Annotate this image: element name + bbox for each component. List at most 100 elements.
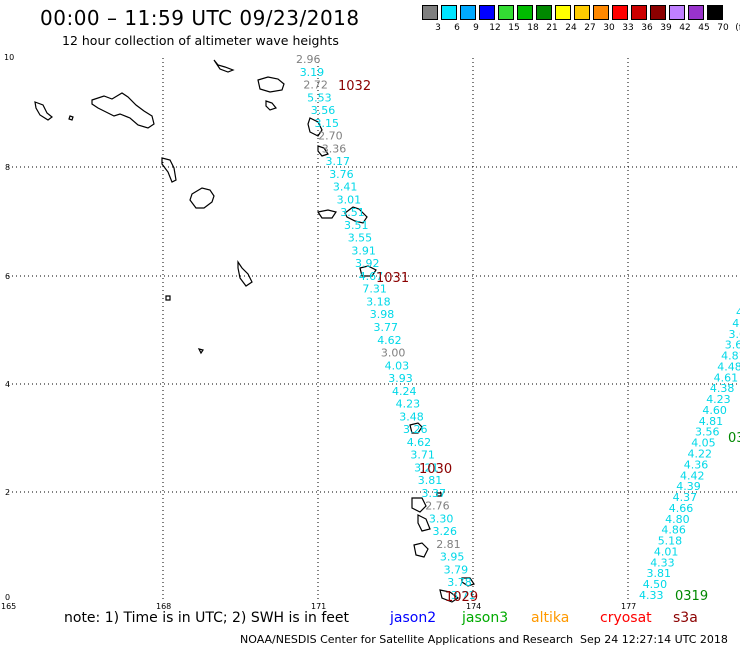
legend-label: 12 — [489, 23, 501, 33]
x-tick-165: 165 — [1, 602, 16, 611]
legend-label: 24 — [565, 23, 577, 33]
wave-reading: 4.61 — [714, 371, 739, 384]
wave-reading: 3.56 — [311, 104, 336, 117]
legend-swatch — [498, 5, 514, 20]
legend-swatch — [631, 5, 647, 20]
wave-reading: 3.78 — [447, 576, 472, 589]
legend-label: 18 — [527, 23, 539, 33]
sat-jason3: jason3 — [462, 610, 509, 626]
wave-reading: 4.62 — [407, 436, 432, 449]
wave-reading: 3.95 — [440, 551, 465, 564]
time-label-1029: 1029 — [445, 590, 478, 605]
wave-reading: 4.66 — [669, 502, 694, 515]
wave-reading: 3.91 — [351, 244, 376, 257]
wave-reading: 3.30 — [429, 512, 454, 525]
time-label-03: 03 — [728, 431, 740, 446]
legend-label: 6 — [454, 23, 460, 33]
wave-reading: 4. — [736, 306, 740, 319]
wave-reading: 3.01 — [337, 193, 362, 206]
y-tick-6: 6 — [5, 272, 10, 281]
wave-reading: 4.60 — [702, 404, 727, 417]
legend-swatch — [555, 5, 571, 20]
wave-reading: 2.72 — [303, 79, 328, 92]
wave-reading: 3.76 — [329, 168, 354, 181]
y-tick-0: 0 — [5, 593, 10, 602]
wave-reading: 4.33 — [650, 556, 675, 569]
legend-swatch — [669, 5, 685, 20]
y-tick-10: 10 — [4, 53, 14, 62]
legend-label: 42 — [679, 23, 691, 33]
wave-reading: 3.21 — [414, 461, 439, 474]
wave-reading: 3.18 — [366, 296, 391, 309]
legend-label: 21 — [546, 23, 558, 33]
time-label-1030: 1030 — [419, 462, 452, 477]
wave-reading: 3.51 — [340, 206, 365, 219]
wave-reading: 2.96 — [296, 53, 321, 66]
legend-swatch — [574, 5, 590, 20]
legend-label: 27 — [584, 23, 596, 33]
footer-agency: NOAA/NESDIS Center for Satellite Applica… — [240, 633, 574, 646]
x-tick-168: 168 — [156, 602, 171, 611]
island-outlines — [34, 59, 475, 603]
legend-unit: (ft) — [735, 23, 740, 33]
sat-altika: altika — [531, 610, 570, 626]
wave-reading: 3.26 — [433, 525, 458, 538]
wave-reading: 4.81 — [721, 350, 740, 363]
legend-label: 36 — [641, 23, 653, 33]
legend-label: 9 — [473, 23, 479, 33]
x-tick-177: 177 — [621, 602, 636, 611]
legend-swatch — [479, 5, 495, 20]
wave-reading: 3.36 — [322, 142, 347, 155]
y-tick-4: 4 — [5, 380, 10, 389]
wave-reading: 3.71 — [451, 589, 476, 602]
x-tick-174: 174 — [466, 602, 481, 611]
legend-label: 33 — [622, 23, 634, 33]
legend-label: 30 — [603, 23, 615, 33]
wave-reading: 4.24 — [392, 385, 417, 398]
wave-reading: 4.80 — [665, 513, 690, 526]
note-text: note: 1) Time is in UTC; 2) SWH is in fe… — [64, 610, 350, 626]
wave-reading: 2.76 — [425, 500, 450, 513]
wave-reading: 4.48 — [717, 360, 740, 373]
legend-swatch — [441, 5, 457, 20]
wave-reading: 4. — [732, 317, 740, 330]
wave-reading: 3.51 — [344, 219, 369, 232]
wave-reading: 3.55 — [348, 232, 373, 245]
wave-reading: 3.81 — [647, 567, 672, 580]
wave-reading: 2.70 — [318, 130, 343, 143]
time-label-1032: 1032 — [338, 79, 371, 94]
wave-reading: 4.23 — [706, 393, 731, 406]
wave-reading: 4.81 — [699, 415, 724, 428]
time-label-1031: 1031 — [376, 271, 409, 286]
x-tick-171: 171 — [311, 602, 326, 611]
legend-swatch — [422, 5, 438, 20]
legend-label: 3 — [435, 23, 441, 33]
wave-reading: 3.48 — [399, 410, 424, 423]
time-label-0319: 0319 — [675, 589, 708, 604]
wave-reading: 4.39 — [676, 480, 701, 493]
wave-reading: 3.56 — [695, 426, 720, 439]
sat-cryosat: cryosat — [600, 610, 652, 626]
legend-swatch — [460, 5, 476, 20]
legend-swatch — [688, 5, 704, 20]
wave-reading: 4.62 — [377, 334, 402, 347]
track-east-readings: 4.4.3.63.64.814.484.614.384.234.604.813.… — [639, 306, 740, 602]
legend-swatch — [517, 5, 533, 20]
legend-swatch — [536, 5, 552, 20]
wave-reading: 4.03 — [385, 359, 410, 372]
wave-reading: 3.37 — [422, 487, 447, 500]
wave-reading: 7.31 — [362, 283, 387, 296]
wave-reading: 3.71 — [410, 449, 435, 462]
wave-reading: 4.01 — [654, 546, 679, 559]
wave-reading: 4.37 — [673, 491, 698, 504]
map-subtitle: 12 hour collection of altimeter wave hei… — [62, 33, 339, 48]
wave-reading: 3.19 — [300, 66, 325, 79]
wave-reading: 3.41 — [333, 181, 358, 194]
wave-reading: 3.98 — [370, 308, 395, 321]
wave-reading: 4.42 — [680, 469, 705, 482]
wave-reading: 3.00 — [381, 347, 406, 360]
wave-reading: 5.53 — [307, 91, 332, 104]
legend-label: 45 — [698, 23, 710, 33]
wave-reading: 5.18 — [658, 535, 683, 548]
